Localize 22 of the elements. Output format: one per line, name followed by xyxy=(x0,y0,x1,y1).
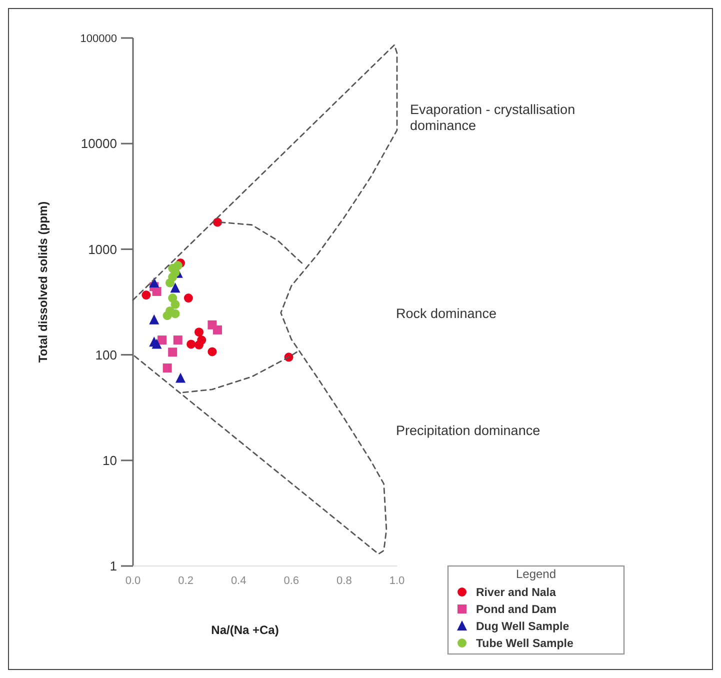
legend-label: Tube Well Sample xyxy=(476,638,574,650)
x-tick-label: 1.0 xyxy=(389,574,405,587)
legend-label: Dug Well Sample xyxy=(476,621,570,634)
y-tick-label: 1 xyxy=(110,558,117,574)
x-tick-label: 0.0 xyxy=(125,574,141,587)
x-tick-label: 0.6 xyxy=(284,574,300,587)
y-tick-label: 1000 xyxy=(88,242,117,257)
x-axis-title: Na/(Na +Ca) xyxy=(211,623,279,637)
legend-label: River and Nala xyxy=(476,587,556,600)
y-tick-label: 10000 xyxy=(80,136,117,152)
y-tick-label: 10 xyxy=(102,452,117,468)
y-tick-label: 100000 xyxy=(80,32,117,45)
x-tick-label: 0.2 xyxy=(178,574,194,587)
annotation: Rock dominance xyxy=(396,306,497,321)
legend-label: Pond and Dam xyxy=(476,604,557,616)
annotation: Precipitation dominance xyxy=(396,423,540,438)
text: Evaporation - crystallisation dominance xyxy=(410,102,576,134)
x-tick-label: 0.4 xyxy=(230,574,246,587)
x-tick-label: 0.8 xyxy=(336,574,352,587)
legend-title: Legend xyxy=(516,567,556,581)
y-axis-title: Total dissolved solids (ppm) xyxy=(36,201,50,363)
y-tick-label: 100 xyxy=(95,347,117,362)
